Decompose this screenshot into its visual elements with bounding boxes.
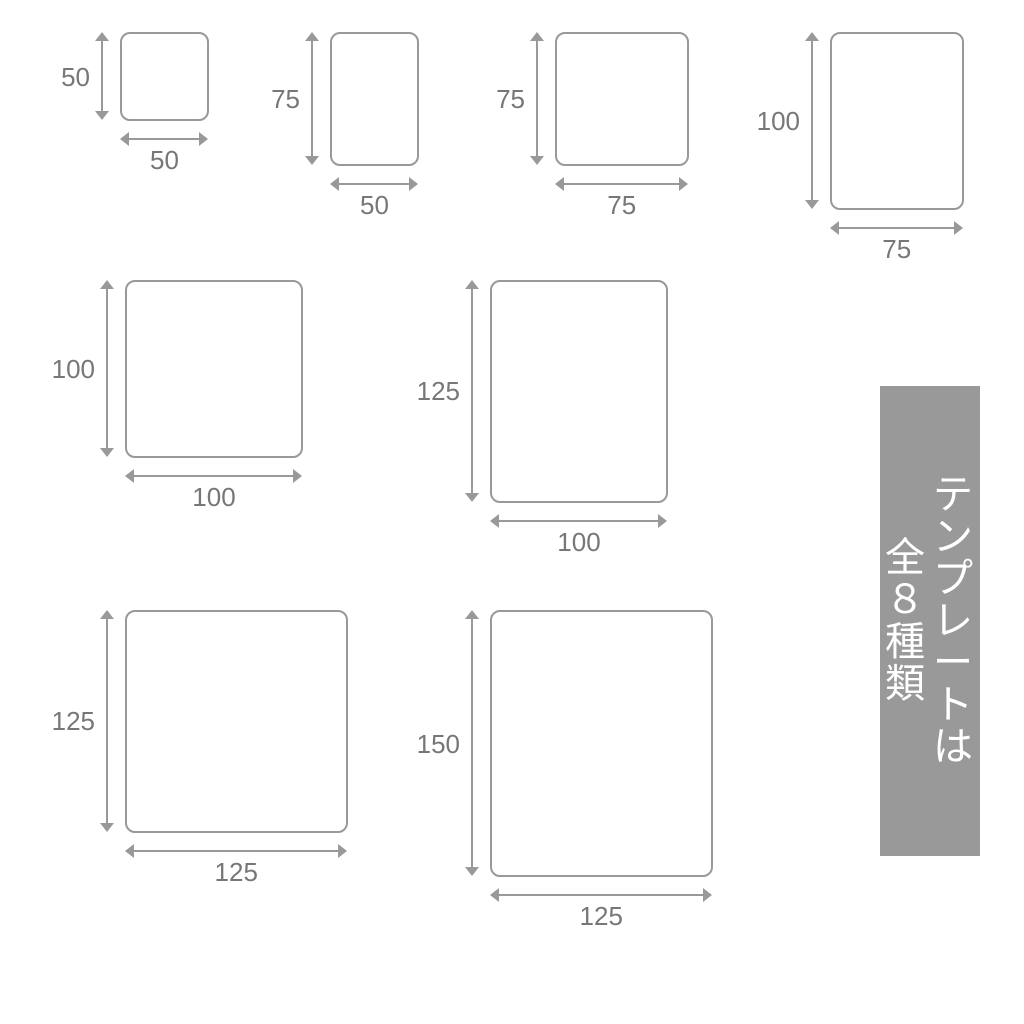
width-label: 125 <box>580 903 623 929</box>
width-label: 75 <box>882 236 911 262</box>
width-label: 50 <box>360 192 389 218</box>
arrow-up-icon <box>805 32 819 41</box>
arrow-left-icon <box>490 888 499 902</box>
arrow-up-icon <box>305 32 319 41</box>
diagram-stage: 50 50 75 50 75 75 100 75 100 100 125 100 125 125 150 12… <box>0 0 1024 1024</box>
arrow-down-icon <box>465 493 479 502</box>
arrow-up-icon <box>95 32 109 41</box>
template-plate <box>120 32 209 121</box>
dim-line-horizontal <box>497 894 706 896</box>
arrow-up-icon <box>465 610 479 619</box>
template-plate <box>490 610 713 877</box>
height-label: 125 <box>52 708 95 734</box>
arrow-up-icon <box>530 32 544 41</box>
banner-line2: 全８種類 <box>885 537 927 705</box>
arrow-up-icon <box>465 280 479 289</box>
height-label: 100 <box>52 356 95 382</box>
dim-line-horizontal <box>132 850 341 852</box>
arrow-left-icon <box>830 221 839 235</box>
height-label: 100 <box>757 108 800 134</box>
banner-line1: テンプレートは <box>933 474 975 768</box>
arrow-left-icon <box>125 844 134 858</box>
arrow-right-icon <box>409 177 418 191</box>
arrow-down-icon <box>805 200 819 209</box>
arrow-down-icon <box>305 156 319 165</box>
dim-line-horizontal <box>132 475 296 477</box>
template-plate <box>125 610 348 833</box>
dim-line-vertical <box>311 39 313 159</box>
template-plate <box>330 32 419 166</box>
dim-line-horizontal <box>337 183 412 185</box>
width-label: 50 <box>150 147 179 173</box>
dim-line-horizontal <box>127 138 202 140</box>
dim-line-vertical <box>106 617 108 826</box>
arrow-right-icon <box>293 469 302 483</box>
width-label: 75 <box>607 192 636 218</box>
arrow-right-icon <box>679 177 688 191</box>
dim-line-vertical <box>471 287 473 496</box>
height-label: 50 <box>61 64 90 90</box>
arrow-down-icon <box>530 156 544 165</box>
banner: 全８種類テンプレートは <box>880 386 980 856</box>
arrow-left-icon <box>490 514 499 528</box>
dim-line-horizontal <box>837 227 957 229</box>
dim-line-vertical <box>811 39 813 203</box>
template-plate <box>555 32 689 166</box>
dim-line-horizontal <box>562 183 682 185</box>
arrow-right-icon <box>954 221 963 235</box>
arrow-down-icon <box>95 111 109 120</box>
dim-line-vertical <box>106 287 108 451</box>
arrow-right-icon <box>338 844 347 858</box>
arrow-down-icon <box>465 867 479 876</box>
arrow-left-icon <box>555 177 564 191</box>
arrow-down-icon <box>100 823 114 832</box>
dim-line-vertical <box>536 39 538 159</box>
arrow-up-icon <box>100 280 114 289</box>
arrow-right-icon <box>703 888 712 902</box>
arrow-up-icon <box>100 610 114 619</box>
dim-line-vertical <box>101 39 103 114</box>
arrow-down-icon <box>100 448 114 457</box>
dim-line-vertical <box>471 617 473 870</box>
arrow-left-icon <box>330 177 339 191</box>
height-label: 75 <box>496 86 525 112</box>
arrow-left-icon <box>120 132 129 146</box>
arrow-right-icon <box>199 132 208 146</box>
template-plate <box>125 280 303 458</box>
arrow-right-icon <box>658 514 667 528</box>
arrow-left-icon <box>125 469 134 483</box>
dim-line-horizontal <box>497 520 661 522</box>
width-label: 100 <box>192 484 235 510</box>
height-label: 150 <box>417 731 460 757</box>
height-label: 125 <box>417 378 460 404</box>
template-plate <box>830 32 964 210</box>
width-label: 100 <box>557 529 600 555</box>
width-label: 125 <box>215 859 258 885</box>
height-label: 75 <box>271 86 300 112</box>
template-plate <box>490 280 668 503</box>
